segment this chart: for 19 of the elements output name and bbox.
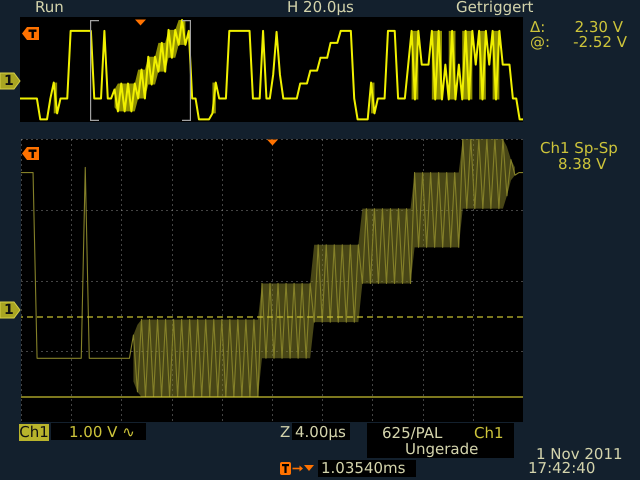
text: Ch1: [474, 424, 504, 442]
text: Getriggert: [456, 0, 534, 16]
text: Ungerade: [405, 440, 478, 458]
text: 1: [4, 302, 14, 318]
text: 8.38 V: [558, 155, 606, 173]
text: 1.03540ms: [321, 459, 406, 477]
text: Ch1: [19, 423, 49, 441]
text: Run: [35, 0, 64, 16]
text: 1: [4, 73, 14, 89]
text: 4.00µs: [295, 423, 346, 441]
text: H 20.0µs: [287, 0, 354, 16]
text: 2.30 V: [574, 18, 623, 36]
text: @:: [530, 33, 550, 51]
text: Ch1 Sp-Sp: [540, 139, 618, 157]
text: Z: [280, 423, 290, 441]
text: -2.52 V: [573, 33, 627, 51]
text: 1.00 V ∿: [69, 423, 135, 441]
text: 625/PAL: [382, 424, 442, 442]
text: Δ:: [530, 18, 546, 36]
